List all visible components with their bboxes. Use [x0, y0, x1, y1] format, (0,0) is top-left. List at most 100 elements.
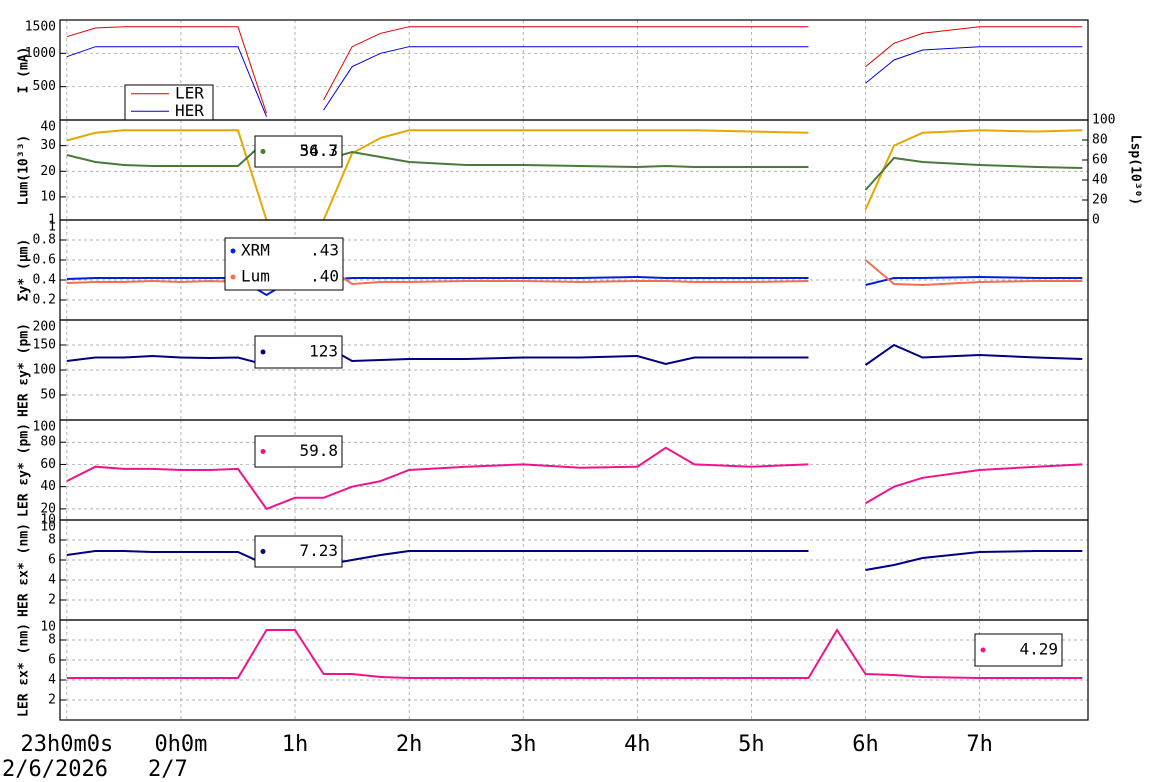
x-tick-label: 4h: [624, 732, 651, 757]
legend-value: .40: [310, 267, 339, 286]
y-axis-label: I (mA): [17, 47, 32, 94]
legend-swatch: [260, 449, 266, 454]
legend-box: [254, 535, 343, 568]
legend-label: XRM: [241, 241, 270, 260]
y2-tick-label: 80: [1092, 133, 1108, 148]
y-tick-label: 80: [40, 435, 56, 450]
y-tick-label: 500: [33, 79, 56, 94]
y-axis-label: HER εx* (nm): [17, 523, 32, 617]
y-tick-label: 6: [48, 553, 56, 568]
x-tick-label: 23h0m0s: [20, 732, 113, 757]
y-tick-label: 40: [40, 120, 56, 135]
y2-tick-label: 0: [1092, 213, 1100, 228]
legend-value: .43: [310, 241, 339, 260]
legend-box: [254, 135, 343, 168]
y-tick-label: 60: [40, 457, 56, 472]
legend-value: 34.3: [299, 141, 338, 160]
y-tick-label: 0.4: [33, 273, 57, 288]
y-tick-label: 4: [48, 673, 56, 688]
series-line: [66, 129, 1083, 221]
y2-tick-label: 100: [1092, 113, 1115, 128]
x-tick-label: 7h: [966, 732, 993, 757]
plot-frame: [59, 519, 1089, 621]
legend-value: 7.23: [299, 541, 338, 560]
y-tick-label: 8: [48, 533, 56, 548]
series-line: [66, 46, 1083, 117]
legend-swatch: [260, 349, 266, 355]
x-tick-label: 1h: [282, 732, 309, 757]
y-tick-label: 1: [48, 220, 56, 235]
y-tick-label: 40: [40, 479, 56, 494]
y-tick-label: 0.2: [33, 293, 56, 308]
legend-value: 56.7: [299, 141, 338, 160]
y-tick-label: 1000: [25, 46, 56, 61]
y-axis-label: LER εx* (nm): [17, 623, 32, 717]
legend-label: LER: [175, 83, 204, 102]
x-tick-label: 3h: [510, 732, 537, 757]
date-label: 2/7: [148, 757, 188, 782]
y-tick-label: 100: [33, 420, 56, 435]
series-line: [66, 446, 1083, 511]
y-tick-label: 0.8: [33, 233, 56, 248]
y-axis-label: HER εy* (pm): [17, 323, 32, 417]
legend-swatch: [230, 274, 236, 280]
y2-tick-label: 40: [1092, 173, 1108, 188]
series-line: [66, 628, 1083, 679]
y-tick-label: 20: [40, 501, 56, 516]
y-tick-label: 10: [40, 520, 56, 535]
plot-frame: [59, 619, 1089, 721]
legend-value: 123: [309, 342, 338, 361]
legend-value: 59.8: [299, 441, 338, 460]
y-tick-label: 50: [40, 388, 56, 403]
y-axis-label: LER εy* (pm): [17, 423, 32, 517]
y-tick-label: 100: [33, 363, 56, 378]
legend-box: [124, 84, 214, 121]
series-line: [66, 338, 1083, 367]
series-line: [66, 139, 1083, 191]
legend-box: [974, 633, 1063, 667]
series-line: [66, 275, 1083, 297]
y-tick-label: 1: [48, 213, 56, 228]
y-tick-label: 10: [40, 620, 56, 635]
legend-box: [224, 237, 344, 291]
legend-value: 4.29: [1019, 640, 1058, 659]
series-line: [66, 259, 1083, 287]
y2-axis-label: Lsp(10³⁰): [1128, 135, 1143, 205]
y-tick-label: 20: [40, 164, 56, 179]
date-label: 2/6/2026: [2, 757, 108, 782]
legend-swatch: [260, 149, 266, 154]
series-line: [66, 26, 1083, 114]
y-tick-label: 0.6: [33, 253, 56, 268]
legend-label: HER: [175, 101, 204, 120]
y-tick-label: 150: [33, 338, 56, 353]
y-tick-label: 1500: [25, 20, 56, 35]
legend-swatch: [230, 248, 236, 254]
y-tick-label: 6: [48, 653, 56, 668]
y-tick-label: 2: [48, 693, 56, 708]
y-tick-label: 4: [48, 573, 56, 588]
y-tick-label: 8: [48, 633, 56, 648]
series-line: [66, 550, 1083, 571]
legend-box: [254, 335, 343, 369]
legend-label: Lum: [241, 267, 270, 286]
legend-swatch: [980, 647, 986, 653]
y-tick-label: 10: [40, 189, 56, 204]
y-tick-label: 2: [48, 593, 56, 608]
y-tick-label: 10: [40, 513, 56, 528]
legend-box: [254, 435, 343, 468]
y-tick-label: 200: [33, 320, 56, 335]
legend-swatch: [260, 549, 266, 554]
plot-frame: [59, 119, 1089, 221]
y-axis-label: Lum(10³³): [17, 135, 32, 205]
y-axis-label: Σy* (μm): [17, 239, 32, 302]
y2-tick-label: 60: [1092, 153, 1108, 168]
x-tick-label: 5h: [738, 732, 765, 757]
plot-frame: [59, 219, 1089, 321]
plot-frame: [59, 319, 1089, 421]
x-tick-label: 0h0m: [154, 732, 207, 757]
plot-frame: [59, 19, 1089, 121]
y2-tick-label: 20: [1092, 193, 1108, 208]
x-tick-label: 6h: [852, 732, 879, 757]
x-tick-label: 2h: [396, 732, 423, 757]
